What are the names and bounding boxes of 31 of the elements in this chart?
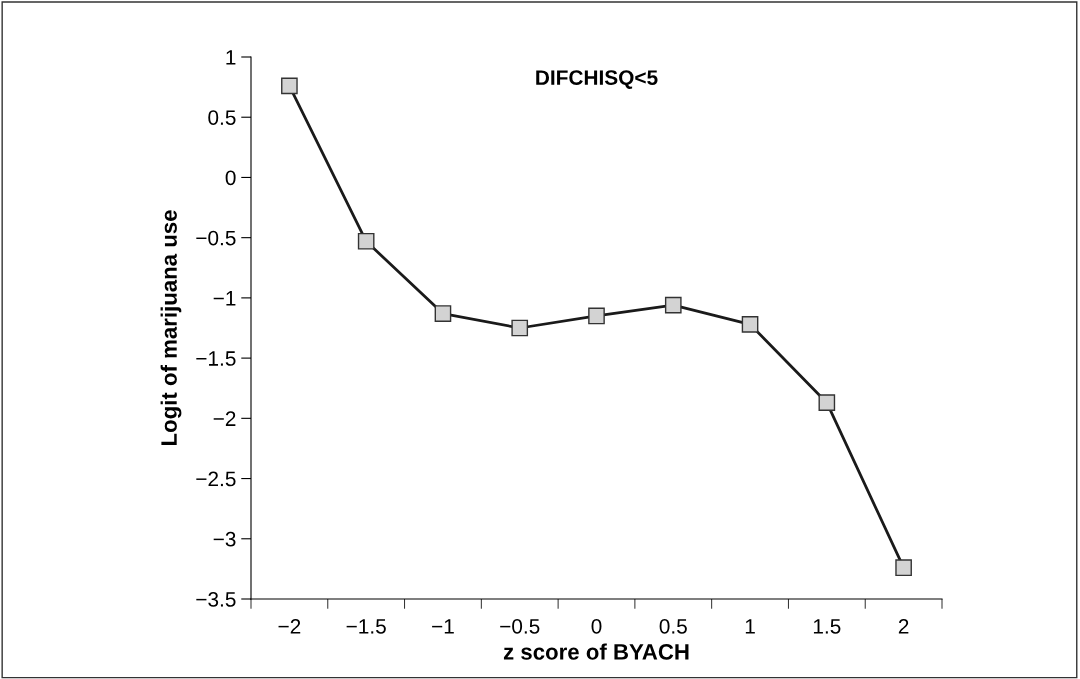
y-tick-label: 0.5 [208,110,236,125]
y-tick-label: 0 [225,170,236,186]
point [588,307,605,325]
x-tick-label: −1 [432,619,454,634]
y-tick-label: −0.5 [196,230,236,246]
point [281,77,298,95]
x-tick-label: 0 [591,618,602,634]
y-tick-label: −2.5 [196,471,236,487]
x-tick-label: 0.5 [659,618,687,634]
y-tick-label: −3 [213,531,236,547]
x-axis-title: z score of BYACH [503,643,689,660]
point [434,305,452,322]
y-tick-label: −1.5 [196,351,236,366]
text: DIFCHISQ<5 [536,70,658,89]
y-tick-label: 1 [226,50,236,65]
x-tick-label: −2 [278,618,301,634]
y-axis-title: Logit of marijuana use [160,210,182,446]
x-tick-label: 1.5 [813,619,841,634]
x-tick-label: −0.5 [500,618,540,634]
x-tick-label: 2 [898,618,909,634]
point [818,394,836,412]
x-tick-label: −1.5 [346,619,386,634]
point [741,316,759,333]
y-tick-label: −3.5 [196,592,236,607]
point [895,559,912,577]
y-tick-label: −2 [213,411,236,426]
point [511,319,529,337]
point [664,296,682,314]
x-tick-label: 1 [745,619,755,634]
point [357,232,375,250]
y-tick-label: −1 [213,291,236,306]
